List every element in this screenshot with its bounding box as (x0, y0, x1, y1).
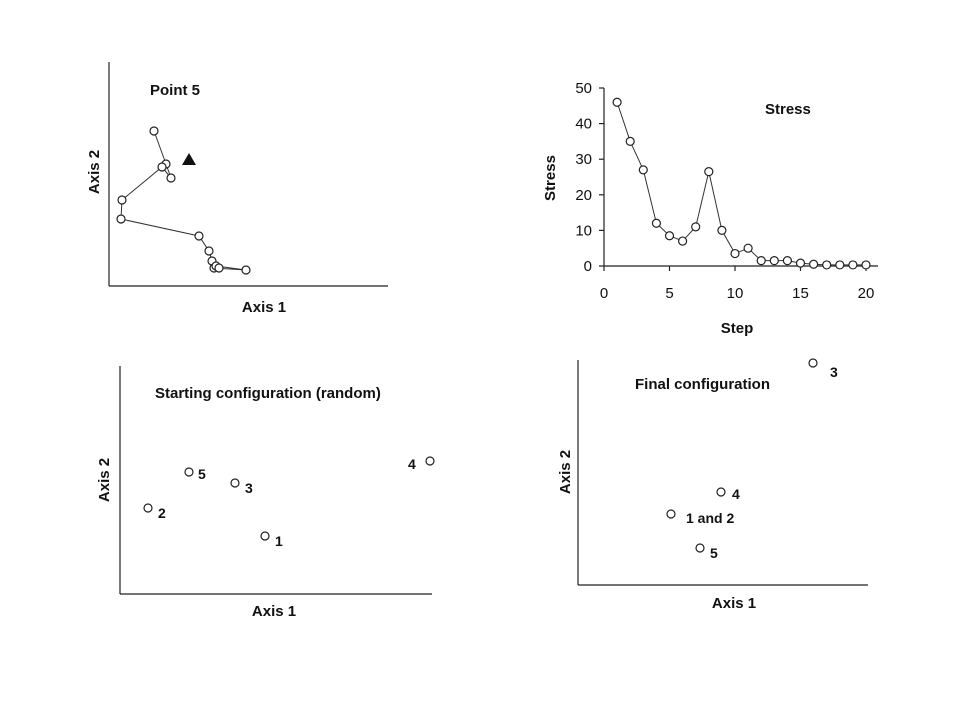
p3-point-1 (260, 531, 270, 541)
p2-xlabel: Step (721, 320, 754, 337)
p2-point-step-8 (704, 167, 714, 177)
p3-xlabel: Axis 1 (252, 603, 296, 620)
p2-point-step-7 (691, 222, 701, 232)
p2-point-step-20 (861, 260, 871, 270)
p2-ytick-label: 30 (575, 151, 592, 168)
p2-ytick-label: 10 (575, 222, 592, 239)
p2-ylabel: Stress (542, 155, 559, 201)
p2-point-step-17 (822, 260, 832, 270)
p1-point-7 (194, 231, 204, 241)
p1-title: Point 5 (150, 82, 200, 99)
p2-point-step-18 (835, 260, 845, 270)
p4-point-label-1: 3 (830, 364, 838, 380)
p4-point-2 (716, 487, 726, 497)
p4-series: 3 4 1 and 2 5 (666, 358, 838, 561)
p3-title: Starting configuration (random) (155, 385, 381, 402)
p3-point-label-2: 2 (158, 505, 166, 521)
p2-point-step-1 (612, 97, 622, 107)
p2-point-step-3 (638, 165, 648, 175)
p3-point-2 (143, 503, 153, 513)
p4-point-label-2: 4 (732, 486, 740, 502)
p2-point-step-4 (651, 218, 662, 228)
p4-point-label-3: 1 and 2 (686, 510, 734, 526)
p2-point-step-9 (717, 225, 727, 235)
p2-ytick-label: 40 (575, 116, 592, 133)
p2-point-step-16 (808, 259, 819, 269)
p2-ytick-label: 0 (584, 258, 592, 275)
p1-xlabel: Axis 1 (242, 299, 286, 316)
p2-xtick-label: 15 (792, 285, 809, 302)
p1-point-11 (241, 265, 251, 275)
p1-point-13 (214, 263, 224, 273)
p2-xtick-label: 20 (858, 285, 875, 302)
p2-series (612, 97, 871, 270)
p4-xlabel: Axis 1 (712, 595, 756, 612)
p3-series: 1 2 3 4 5 (143, 456, 435, 549)
p1-point-4 (157, 162, 167, 172)
panel-final-config: Final configuration Axis 1 Axis 2 3 4 1 an… (557, 358, 868, 612)
p2-xtick-label: 0 (600, 285, 608, 302)
p2-point-step-15 (795, 258, 806, 268)
p1-trajectory-line (120, 130, 247, 271)
p2-xtick-label: 5 (665, 285, 673, 302)
p1-point-6 (116, 214, 126, 224)
p4-title: Final configuration (635, 376, 770, 393)
p1-point-3 (166, 173, 176, 183)
p2-ytick-label: 20 (575, 187, 592, 204)
p2-ticks: 0 5 10 15 20 0 10 20 30 40 50 (575, 80, 874, 302)
p3-point-3 (230, 478, 240, 488)
p1-point-8 (204, 246, 214, 256)
p2-xtick-label: 10 (727, 285, 744, 302)
p2-point-step-11 (743, 243, 753, 253)
p1-point-5 (117, 195, 127, 205)
p3-point-5 (184, 467, 194, 477)
p2-point-step-12 (756, 256, 766, 266)
p4-point-4 (695, 543, 705, 553)
p2-point-step-13 (769, 256, 779, 266)
p4-point-1 (808, 358, 818, 368)
p2-point-step-6 (677, 236, 688, 246)
p1-point-1 (149, 126, 159, 136)
p2-stress-line (616, 102, 866, 266)
p1-triangle-marker (182, 153, 196, 165)
panel-point5: Point 5 Axis 1 Axis 2 (86, 62, 388, 316)
p3-point-label-1: 1 (275, 533, 283, 549)
p2-point-step-2 (625, 136, 635, 146)
p3-point-4 (425, 456, 435, 466)
p2-point-step-19 (848, 260, 858, 270)
p2-point-step-5 (664, 231, 675, 241)
p3-ylabel: Axis 2 (96, 458, 113, 502)
p3-point-label-4: 4 (408, 456, 416, 472)
p1-series (116, 126, 251, 275)
p4-point-3 (666, 509, 676, 519)
p4-ylabel: Axis 2 (557, 450, 574, 494)
p3-point-label-3: 3 (245, 480, 253, 496)
p1-ylabel: Axis 2 (86, 150, 103, 194)
p2-point-step-14 (782, 256, 793, 266)
p4-point-label-4: 5 (710, 545, 718, 561)
p2-point-step-10 (730, 248, 740, 259)
panel-stress: Stress Step Stress 0 5 10 15 20 0 10 20 30 40 50 (542, 80, 878, 337)
p2-ytick-label: 50 (575, 80, 592, 97)
panel-starting-config: Starting configuration (random) Axis 1 A… (96, 366, 435, 620)
p3-point-label-5: 5 (198, 466, 206, 482)
p2-title: Stress (765, 101, 811, 118)
